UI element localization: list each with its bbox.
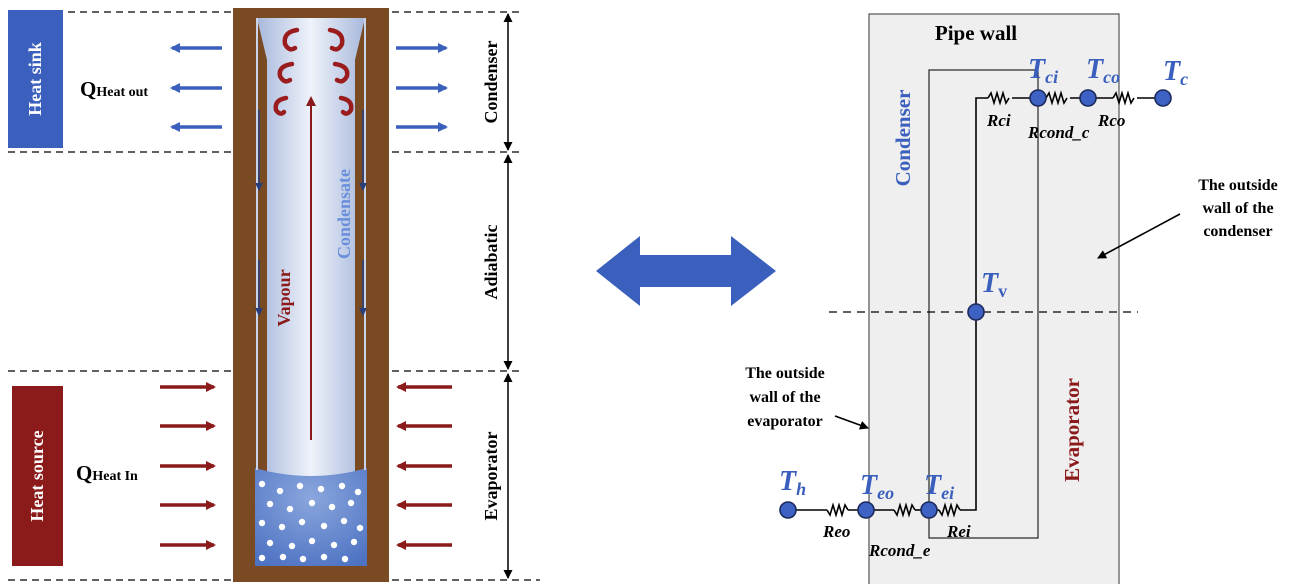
pipe-wall-label: Pipe wall xyxy=(935,21,1017,45)
outside-evaporator-annotation: The outside wall of the evaporator xyxy=(745,365,825,430)
section-label-condenser: Condenser xyxy=(481,40,501,123)
section-label-evaporator: Evaporator xyxy=(481,432,501,521)
t-h-label: Th xyxy=(779,466,806,499)
r-ei-label: Rei xyxy=(946,522,971,541)
r-ci-label: Rci xyxy=(986,111,1011,130)
svg-text:The outside: The outside xyxy=(1198,177,1278,194)
q-heat-out-label: QHeat out xyxy=(80,77,148,101)
node-t-eo xyxy=(857,501,875,519)
t-co-label: Tco xyxy=(1086,54,1120,87)
liquid-pool xyxy=(255,468,367,566)
thermal-nodes xyxy=(779,89,1172,519)
r-cond-e-label: Rcond_e xyxy=(868,541,931,560)
pipe-wall-outline xyxy=(868,13,1120,584)
svg-text:wall of the: wall of the xyxy=(1202,200,1273,217)
svg-text:The outside: The outside xyxy=(745,365,825,382)
q-heat-in-label: QHeat In xyxy=(76,461,138,485)
outside-evaporator-pointer xyxy=(834,415,869,430)
node-labels: Tci Tco Tc Tv Th Teo Tei xyxy=(779,54,1188,503)
vapour-label: Vapour xyxy=(274,269,294,326)
network-condenser-label: Condenser xyxy=(891,90,915,187)
heat-in-arrows xyxy=(160,382,452,550)
svg-text:condenser: condenser xyxy=(1203,223,1272,240)
t-c-label: Tc xyxy=(1163,56,1188,89)
network-evaporator-label: Evaporator xyxy=(1060,378,1084,482)
svg-text:wall of the: wall of the xyxy=(749,389,820,406)
swirl-arrows xyxy=(273,27,354,116)
equivalence-double-arrow xyxy=(596,236,776,306)
t-v-label: Tv xyxy=(981,268,1007,301)
t-ei-label: Tei xyxy=(924,470,954,503)
node-t-c xyxy=(1154,89,1172,107)
vapour-bubbles xyxy=(258,480,364,563)
heat-source-label: Heat source xyxy=(27,430,47,521)
node-t-h xyxy=(779,501,797,519)
r-eo-label: Reo xyxy=(822,522,850,541)
pipe-inner-outline xyxy=(928,69,1039,539)
section-label-adiabatic: Adiabatic xyxy=(481,224,501,299)
r-cond-c-label: Rcond_c xyxy=(1027,123,1090,142)
heat-source-box xyxy=(12,386,63,566)
t-ci-label: Tci xyxy=(1028,54,1058,87)
resistance-labels: Rci Rcond_c Rco Reo Rcond_e Rei xyxy=(822,111,1125,560)
node-t-ei xyxy=(920,501,938,519)
node-t-ci xyxy=(1029,89,1047,107)
node-t-co xyxy=(1079,89,1097,107)
outside-condenser-pointer xyxy=(1097,213,1181,259)
r-co-label: Rco xyxy=(1097,111,1125,130)
t-eo-label: Teo xyxy=(860,470,894,503)
svg-text:evaporator: evaporator xyxy=(747,413,823,430)
condensate-label: Condensate xyxy=(334,169,354,259)
heat-out-arrows xyxy=(170,43,448,132)
outside-condenser-annotation: The outside wall of the condenser xyxy=(1198,177,1278,240)
heat-sink-label: Heat sink xyxy=(25,42,45,116)
node-t-v xyxy=(967,303,985,321)
heat-sink-box xyxy=(8,10,63,148)
condensate-arrows xyxy=(255,110,367,316)
